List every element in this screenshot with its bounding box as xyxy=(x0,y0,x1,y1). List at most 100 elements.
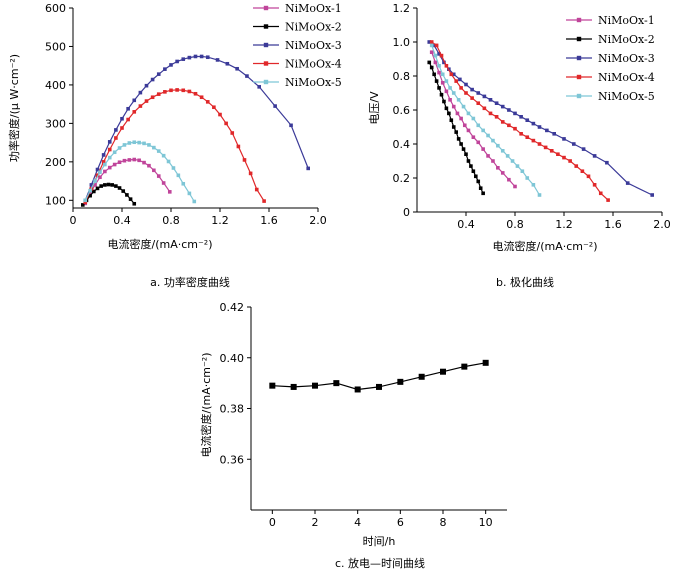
data-point xyxy=(454,79,458,83)
x-tick-label: 0 xyxy=(70,214,77,227)
data-point xyxy=(488,98,493,102)
data-point xyxy=(89,183,94,187)
data-point xyxy=(461,363,468,370)
data-point xyxy=(132,98,137,103)
data-point xyxy=(432,72,436,77)
data-point xyxy=(117,186,122,190)
y-tick-label: 500 xyxy=(45,40,66,53)
data-point xyxy=(128,197,133,201)
legend-marker xyxy=(576,93,582,99)
figure-caption: b. 极化曲线 xyxy=(496,275,554,289)
y-tick-label: 0.2 xyxy=(393,172,411,185)
data-point xyxy=(127,141,132,145)
legend-marker xyxy=(576,17,582,23)
data-point xyxy=(152,168,156,173)
series-line xyxy=(431,41,609,201)
data-point xyxy=(427,60,432,65)
legend-item: NiMoOx-4 xyxy=(253,58,342,71)
data-point xyxy=(114,128,118,132)
data-point xyxy=(114,184,118,188)
data-point xyxy=(137,140,141,145)
data-point xyxy=(199,95,204,100)
data-point xyxy=(456,137,461,141)
data-point xyxy=(537,142,542,146)
data-point xyxy=(117,146,122,150)
series-5 xyxy=(83,140,197,204)
legend-marker xyxy=(263,79,269,85)
legend-label: NiMoOx-3 xyxy=(285,39,342,52)
legend-label: NiMoOx-4 xyxy=(598,71,655,84)
data-point xyxy=(83,200,88,205)
data-point xyxy=(427,40,432,44)
data-point xyxy=(107,155,112,160)
x-tick-label: 2 xyxy=(312,516,319,529)
data-point xyxy=(142,160,146,165)
data-point xyxy=(138,90,143,95)
data-point xyxy=(257,85,261,89)
data-point xyxy=(126,117,130,122)
series-4 xyxy=(429,40,610,202)
data-point xyxy=(181,88,186,93)
y-tick-label: 0.8 xyxy=(393,70,411,83)
legend-marker xyxy=(263,5,269,11)
data-point xyxy=(543,145,548,150)
data-point xyxy=(592,154,597,158)
data-point xyxy=(432,43,436,48)
x-tick-label: 2.0 xyxy=(309,214,327,227)
data-point xyxy=(163,67,167,71)
x-tick-label: 4 xyxy=(354,516,361,529)
x-tick-label: 0.8 xyxy=(162,214,180,227)
data-point xyxy=(117,160,122,165)
x-tick-label: 1.6 xyxy=(604,218,622,231)
data-point xyxy=(88,188,92,193)
data-point xyxy=(187,89,192,94)
data-point xyxy=(471,116,476,121)
legend-marker xyxy=(576,36,582,42)
data-point xyxy=(107,140,112,144)
legend-item: NiMoOx-2 xyxy=(253,21,342,34)
data-point xyxy=(144,83,149,88)
data-point xyxy=(245,74,249,78)
data-point xyxy=(95,186,100,191)
figure-caption: c. 放电—时间曲线 xyxy=(335,556,425,570)
data-point xyxy=(152,145,156,150)
data-point xyxy=(456,98,461,102)
data-point xyxy=(440,81,445,85)
data-point xyxy=(444,106,449,111)
data-point xyxy=(448,86,452,90)
y-tick-label: 0.40 xyxy=(220,352,245,365)
x-tick-label: 6 xyxy=(397,516,404,529)
data-point xyxy=(137,158,141,163)
legend-label: NiMoOx-4 xyxy=(285,58,342,71)
data-point xyxy=(132,110,137,114)
legend-label: NiMoOx-1 xyxy=(598,14,655,27)
data-point xyxy=(513,126,517,131)
series-2 xyxy=(427,60,485,196)
data-point xyxy=(471,135,476,139)
series-3 xyxy=(83,54,310,203)
data-point xyxy=(212,105,216,110)
data-point xyxy=(461,147,466,151)
data-point xyxy=(144,99,149,103)
data-point xyxy=(482,106,487,111)
data-point xyxy=(171,166,176,170)
data-point xyxy=(156,149,161,153)
data-point xyxy=(464,91,468,95)
data-point xyxy=(500,104,505,109)
data-point xyxy=(127,158,132,162)
data-point xyxy=(98,175,102,180)
data-point xyxy=(242,158,247,162)
data-point xyxy=(525,135,530,139)
series-line xyxy=(84,55,309,201)
data-point xyxy=(466,111,471,116)
data-point xyxy=(290,383,297,390)
x-tick-label: 10 xyxy=(479,516,493,529)
data-point xyxy=(434,79,439,83)
data-point xyxy=(510,159,515,163)
x-tick-label: 8 xyxy=(440,516,447,529)
data-point xyxy=(230,131,235,135)
data-point xyxy=(437,64,441,68)
chart-power-density: 0 0.4 0.8 1.2 1.6 2.0 100 200 300 400 500 600 电流密度/(… xyxy=(7,2,342,289)
data-point xyxy=(486,133,490,138)
data-point xyxy=(429,50,434,54)
